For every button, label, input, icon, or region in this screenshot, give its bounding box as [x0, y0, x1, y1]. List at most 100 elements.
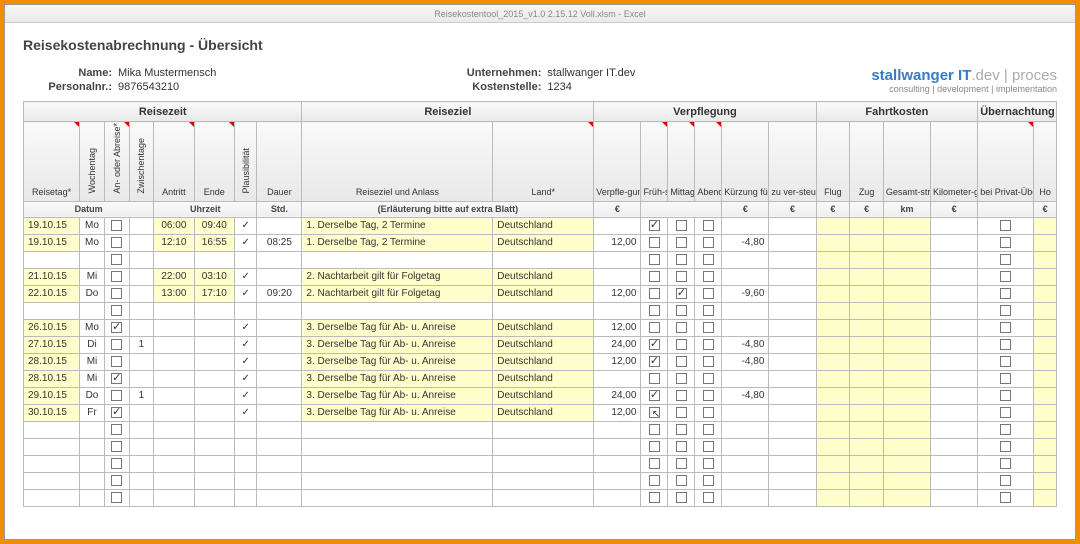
checkbox[interactable] — [1000, 492, 1011, 503]
cell-ziel[interactable] — [302, 472, 493, 489]
checkbox[interactable] — [676, 356, 687, 367]
cell-end[interactable] — [194, 489, 234, 506]
cell-land[interactable]: Deutschland — [493, 370, 594, 387]
cell-date[interactable]: 30.10.15 — [24, 404, 80, 421]
checkbox[interactable] — [111, 237, 122, 248]
cell-hotel[interactable] — [1034, 387, 1057, 404]
checkbox[interactable] — [703, 390, 714, 401]
cell-wd[interactable] — [80, 489, 105, 506]
checkbox[interactable] — [703, 271, 714, 282]
cell-priv[interactable] — [978, 268, 1034, 285]
cell-wd[interactable]: Mi — [80, 353, 105, 370]
cell-wd[interactable] — [80, 438, 105, 455]
cell-ziel[interactable] — [302, 421, 493, 438]
cell-m[interactable] — [668, 353, 695, 370]
cell-ziel[interactable]: 2. Nachtarbeit gilt für Folgetag — [302, 285, 493, 302]
cell-land[interactable]: Deutschland — [493, 353, 594, 370]
cell-zug[interactable] — [850, 353, 884, 370]
cell-date[interactable] — [24, 438, 80, 455]
cell-ant[interactable]: 12:10 — [154, 234, 194, 251]
cell-wd[interactable] — [80, 455, 105, 472]
cell-f[interactable] — [641, 438, 668, 455]
checkbox[interactable] — [676, 424, 687, 435]
cell-zug[interactable] — [850, 251, 884, 268]
cell-zw[interactable]: 1 — [129, 336, 154, 353]
checkbox[interactable] — [111, 475, 122, 486]
cell-land[interactable]: Deutschland — [493, 319, 594, 336]
cell-priv[interactable] — [978, 387, 1034, 404]
cell-land[interactable] — [493, 302, 594, 319]
cell-zug[interactable] — [850, 234, 884, 251]
cell-ab[interactable] — [104, 370, 129, 387]
cell-ab[interactable] — [104, 268, 129, 285]
cell-wd[interactable]: Mo — [80, 217, 105, 234]
table-row[interactable] — [24, 472, 1057, 489]
checkbox[interactable] — [1000, 356, 1011, 367]
checkbox[interactable] — [703, 373, 714, 384]
checkbox[interactable] — [676, 373, 687, 384]
cell-hotel[interactable] — [1034, 336, 1057, 353]
cell-flug[interactable] — [816, 472, 850, 489]
cell-m[interactable] — [668, 404, 695, 421]
cell-wd[interactable]: Fr — [80, 404, 105, 421]
table-row[interactable] — [24, 489, 1057, 506]
cell-land[interactable] — [493, 421, 594, 438]
cell-wd[interactable] — [80, 472, 105, 489]
checkbox[interactable] — [649, 271, 660, 282]
table-row[interactable] — [24, 302, 1057, 319]
cell-flug[interactable] — [816, 404, 850, 421]
table-row[interactable]: 28.10.15Mi✓3. Derselbe Tag für Ab- u. An… — [24, 370, 1057, 387]
cell-a[interactable] — [695, 353, 722, 370]
table-row[interactable]: 22.10.15Do13:0017:10✓09:202. Nachtarbeit… — [24, 285, 1057, 302]
cell-date[interactable]: 26.10.15 — [24, 319, 80, 336]
cell-f[interactable] — [641, 285, 668, 302]
expense-table[interactable]: Reisezeit Reiseziel Verpflegung Fahrtkos… — [23, 101, 1057, 507]
cell-a[interactable] — [695, 421, 722, 438]
cell-flug[interactable] — [816, 319, 850, 336]
cell-flug[interactable] — [816, 353, 850, 370]
cell-m[interactable] — [668, 217, 695, 234]
checkbox[interactable] — [1000, 322, 1011, 333]
cell-f[interactable]: ↖ — [641, 404, 668, 421]
cell-m[interactable] — [668, 268, 695, 285]
checkbox[interactable] — [1000, 220, 1011, 231]
cell-priv[interactable] — [978, 353, 1034, 370]
cell-zw[interactable] — [129, 404, 154, 421]
cell-ant[interactable] — [154, 438, 194, 455]
cell-end[interactable] — [194, 472, 234, 489]
cell-wd[interactable]: Mi — [80, 370, 105, 387]
cell-f[interactable] — [641, 302, 668, 319]
checkbox[interactable] — [111, 424, 122, 435]
table-row[interactable]: 28.10.15Mi✓3. Derselbe Tag für Ab- u. An… — [24, 353, 1057, 370]
cell-m[interactable] — [668, 319, 695, 336]
cell-flug[interactable] — [816, 285, 850, 302]
cell-ab[interactable] — [104, 251, 129, 268]
checkbox[interactable] — [676, 339, 687, 350]
checkbox[interactable] — [111, 492, 122, 503]
cell-m[interactable] — [668, 251, 695, 268]
cell-flug[interactable] — [816, 336, 850, 353]
cell-end[interactable]: 17:10 — [194, 285, 234, 302]
checkbox[interactable] — [703, 288, 714, 299]
checkbox[interactable] — [1000, 288, 1011, 299]
cell-zw[interactable] — [129, 438, 154, 455]
cell-pkw[interactable] — [883, 387, 930, 404]
checkbox[interactable] — [1000, 441, 1011, 452]
cell-flug[interactable] — [816, 217, 850, 234]
table-row[interactable]: 30.10.15Fr✓3. Derselbe Tag für Ab- u. An… — [24, 404, 1057, 421]
cell-a[interactable] — [695, 404, 722, 421]
cell-end[interactable] — [194, 251, 234, 268]
cell-a[interactable] — [695, 336, 722, 353]
checkbox[interactable] — [111, 373, 122, 384]
cell-hotel[interactable] — [1034, 268, 1057, 285]
cell-flug[interactable] — [816, 455, 850, 472]
cell-hotel[interactable] — [1034, 353, 1057, 370]
checkbox[interactable] — [649, 441, 660, 452]
cell-ab[interactable] — [104, 302, 129, 319]
checkbox[interactable] — [703, 322, 714, 333]
cell-hotel[interactable] — [1034, 404, 1057, 421]
cell-flug[interactable] — [816, 387, 850, 404]
checkbox[interactable] — [649, 254, 660, 265]
cell-a[interactable] — [695, 234, 722, 251]
checkbox[interactable] — [111, 305, 122, 316]
